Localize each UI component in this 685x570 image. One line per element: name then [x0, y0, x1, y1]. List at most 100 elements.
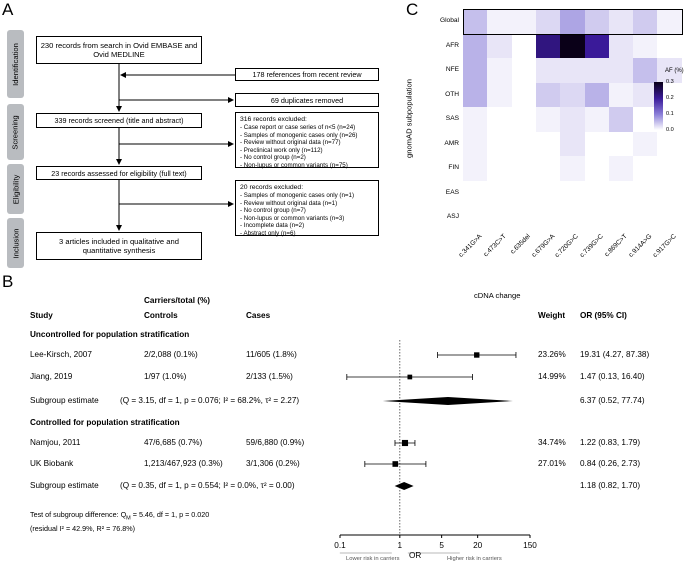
header-controls: Controls [144, 311, 178, 320]
excluded2-item: No control group (n=7) [240, 207, 374, 215]
heatmap-cell [657, 33, 683, 59]
legend-tick: 0.3 [666, 79, 674, 85]
subgroup2-or: 1.18 (0.82, 1.70) [580, 481, 641, 490]
heatmap-cell [560, 180, 585, 206]
excluded2-item: Review without original data (n=1) [240, 200, 374, 208]
heatmap-cell [608, 131, 634, 157]
heatmap-cell [584, 180, 610, 206]
heatmap-cell [535, 180, 561, 206]
heatmap-cell [535, 205, 561, 230]
heatmap-cell [560, 107, 585, 132]
panel-label-c: C [406, 0, 419, 19]
header-carriers: Carriers/total (%) [144, 296, 210, 305]
heatmap-cell [584, 156, 610, 181]
heatmap-cell [487, 33, 513, 59]
review-references-box: 178 references from recent review [235, 68, 379, 81]
heatmap-cell [633, 205, 658, 230]
panel-label-b: B [2, 272, 14, 291]
heatmap-cell [487, 82, 513, 108]
group-uncontrolled: Uncontrolled for population stratificati… [30, 330, 190, 339]
excluded2-item: Samples of monogenic cases only (n=1) [240, 192, 374, 200]
header-cases: Cases [246, 311, 271, 320]
heatmap-cell [608, 156, 634, 181]
heatmap-cell [511, 33, 537, 59]
included-box: 3 articles included in qualitative and q… [36, 232, 202, 260]
study-point [407, 374, 413, 380]
heatmap-cell [608, 107, 634, 132]
heatmap-cell [608, 82, 634, 108]
heatmap-cell [584, 205, 610, 230]
heatmap-cell [487, 131, 513, 157]
header-or: OR (95% CI) [580, 311, 627, 320]
heatmap-cell [463, 131, 488, 157]
heatmap-cell [560, 33, 585, 59]
search-records-box: 230 records from search in Ovid EMBASE a… [36, 36, 202, 64]
lower-risk-label: Lower risk in carriers [346, 556, 400, 562]
heatmap-cell [463, 9, 488, 34]
excluded1-item: Non-lupus or common variants (n=75) [240, 162, 374, 170]
header-weight: Weight [538, 311, 566, 320]
forest-axis-tick-label: 1 [397, 541, 403, 550]
heatmap-cell [535, 58, 561, 83]
heatmap-cell [608, 180, 634, 206]
study-controls: 47/6,685 (0.7%) [144, 438, 203, 447]
study-name: Jiang, 2019 [30, 372, 73, 381]
heatmap-cell [584, 58, 610, 83]
study-cases: 3/1,306 (0.2%) [246, 459, 300, 468]
study-point [401, 439, 409, 447]
heatmap-row-label: AFR [445, 41, 459, 49]
heatmap-cell [584, 131, 610, 157]
heatmap-cell [633, 9, 658, 34]
study-or: 19.31 (4.27, 87.38) [580, 350, 650, 359]
heatmap-cell [511, 107, 537, 132]
study-name: UK Biobank [30, 459, 74, 468]
study-or: 0.84 (0.26, 2.73) [580, 459, 641, 468]
legend-colorbar [654, 82, 663, 130]
subgroup1-or: 6.37 (0.52, 77.74) [580, 396, 645, 405]
heatmap-cell [511, 82, 537, 108]
heatmap-cell [633, 107, 658, 132]
heatmap-cell [633, 131, 658, 157]
heatmap-cell [463, 205, 488, 230]
study-or: 1.47 (0.13, 16.40) [580, 372, 645, 381]
heatmap-cell [657, 58, 683, 83]
heatmap-cell [608, 9, 634, 34]
heatmap-cell [463, 82, 488, 108]
legend-title: AF (%) [665, 68, 684, 74]
subgroup-test-residual: (residual I² = 42.9%, R² = 76.8%) [30, 524, 136, 533]
duplicates-box: 69 duplicates removed [235, 93, 379, 107]
heatmap-cell [535, 156, 561, 181]
forest-axis-label: OR [409, 551, 422, 560]
heatmap-cell [608, 58, 634, 83]
study-or: 1.22 (0.83, 1.79) [580, 438, 641, 447]
legend-tick: 0.1 [666, 111, 674, 117]
heatmap-row-label: Global [439, 17, 459, 25]
excluded1-item: Preclinical work only (n=112) [240, 147, 374, 155]
heatmap-cell [657, 205, 683, 230]
heatmap-cell [657, 180, 683, 206]
study-weight: 27.01% [538, 459, 566, 468]
heatmap-row-label: OTH [445, 90, 459, 98]
heatmap-cell [511, 131, 537, 157]
study-name: Namjou, 2011 [30, 438, 81, 447]
heatmap-cell [584, 33, 610, 59]
heatmap-xlabel: cDNA change [474, 291, 521, 300]
heatmap-cell [584, 9, 610, 34]
excluded1-title: 316 records excluded: [240, 116, 307, 123]
excluded2-box: 20 records excluded: Samples of monogeni… [235, 180, 379, 237]
subgroup-diamond [394, 482, 414, 490]
study-point [474, 352, 480, 358]
stage-inclusion: Inclusion [7, 218, 24, 268]
heatmap-cell [560, 9, 585, 34]
study-cases: 2/133 (1.5%) [246, 372, 293, 381]
heatmap-cell [657, 9, 683, 34]
heatmap-row-label: FIN [448, 164, 459, 172]
heatmap-cell [463, 58, 488, 83]
heatmap-cell [487, 107, 513, 132]
heatmap-cell [608, 33, 634, 59]
heatmap-cell [511, 9, 537, 34]
heatmap-cell [560, 58, 585, 83]
study-cases: 59/6,880 (0.9%) [246, 438, 305, 447]
study-controls: 2/2,088 (0.1%) [144, 350, 198, 359]
heatmap-cell [535, 107, 561, 132]
